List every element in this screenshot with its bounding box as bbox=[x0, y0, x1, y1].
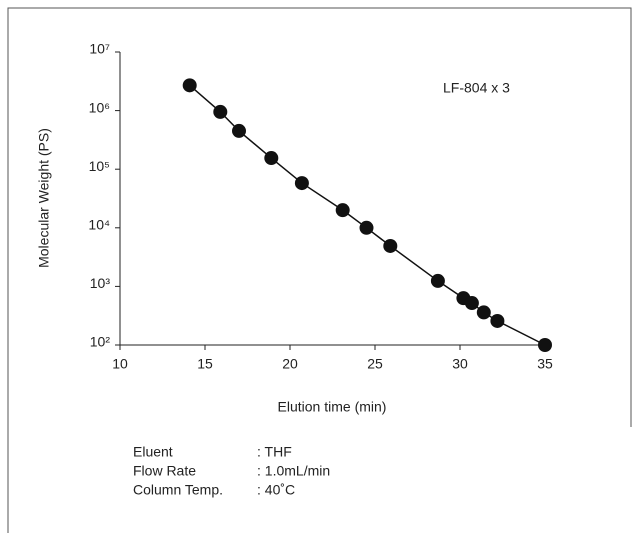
note-label: Eluent bbox=[133, 444, 173, 460]
note-value: : THF bbox=[257, 444, 292, 460]
frame bbox=[7, 7, 632, 533]
data-point bbox=[264, 151, 279, 166]
x-tick-label: 25 bbox=[367, 356, 383, 372]
y-axis-title: Molecular Weight (PS) bbox=[36, 128, 52, 268]
data-point bbox=[294, 176, 309, 191]
note-label: Column Temp. bbox=[133, 482, 223, 498]
data-point bbox=[430, 273, 445, 288]
note-label: Flow Rate bbox=[133, 463, 196, 479]
note-value: : 40˚C bbox=[257, 482, 295, 498]
data-point bbox=[182, 78, 197, 93]
x-axis-title: Elution time (min) bbox=[278, 399, 387, 415]
data-point bbox=[476, 305, 491, 320]
x-tick-label: 10 bbox=[112, 356, 128, 372]
y-tick-label: 10⁶ bbox=[89, 99, 110, 115]
data-point bbox=[232, 123, 246, 138]
x-tick-label: 30 bbox=[452, 356, 468, 372]
note-value: : 1.0mL/min bbox=[257, 463, 330, 479]
data-point bbox=[538, 338, 552, 352]
x-tick-label: 20 bbox=[282, 356, 298, 372]
data-point bbox=[383, 238, 398, 253]
x-tick-label: 35 bbox=[537, 356, 553, 372]
y-tick-label: 10³ bbox=[90, 275, 111, 291]
y-tick-label: 10⁵ bbox=[89, 158, 110, 174]
y-tick-label: 10⁷ bbox=[89, 41, 110, 57]
data-point bbox=[359, 220, 374, 235]
data-point bbox=[213, 104, 228, 119]
data-point bbox=[335, 203, 350, 218]
annotation: LF-804 x 3 bbox=[443, 80, 510, 96]
series-line bbox=[189, 84, 546, 346]
data-point bbox=[464, 296, 479, 311]
y-tick-label: 10⁴ bbox=[88, 217, 110, 233]
data-point bbox=[490, 313, 505, 328]
x-tick-label: 15 bbox=[197, 356, 213, 372]
y-tick-label: 10² bbox=[90, 334, 111, 350]
